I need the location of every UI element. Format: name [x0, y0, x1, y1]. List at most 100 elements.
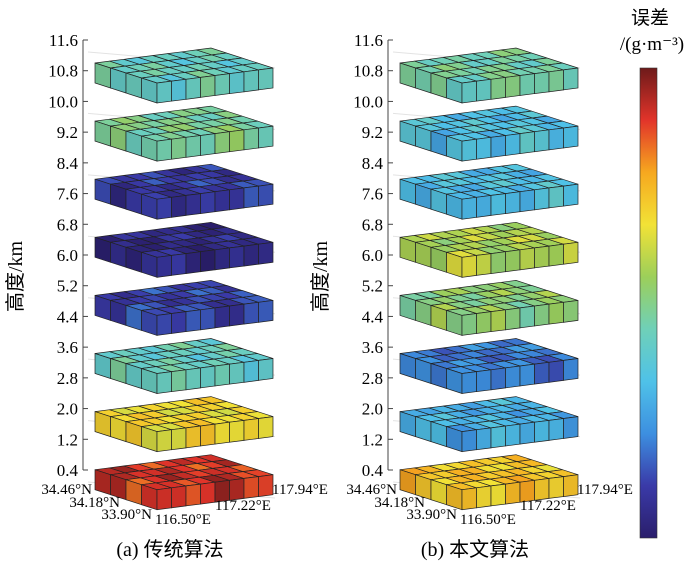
voxel-layer	[94, 396, 274, 453]
y-tick-label: 6.8	[57, 215, 78, 234]
voxel-side	[534, 71, 550, 94]
voxel-side	[548, 185, 564, 209]
voxel-side	[490, 483, 506, 507]
y-tick-label: 4.4	[57, 307, 79, 326]
y-tick-label: 0.4	[57, 461, 79, 480]
voxel-side	[229, 478, 245, 501]
voxel-side	[185, 193, 201, 216]
voxel-side	[505, 423, 521, 447]
lat-tick-label: 34.18°N	[69, 495, 120, 511]
colorbar-unit: /(g·m⁻³)	[620, 34, 684, 55]
voxel-side	[505, 307, 521, 331]
voxel-side	[490, 77, 506, 100]
voxel-side	[534, 129, 550, 153]
voxel-side	[534, 187, 550, 211]
voxel-side	[461, 313, 477, 336]
voxel-side	[258, 358, 274, 381]
voxel-layer	[399, 221, 579, 278]
y-axis-label: 高度/km	[309, 240, 332, 312]
y-tick-label: 3.6	[57, 338, 78, 357]
voxel-side	[243, 185, 259, 209]
voxel-side	[185, 425, 201, 449]
voxel-side	[185, 367, 201, 391]
voxel-side	[185, 251, 201, 274]
voxel-side	[476, 78, 492, 102]
y-tick-label: 11.6	[354, 31, 383, 50]
y-axis-label: 高度/km	[4, 240, 27, 312]
voxel-layer	[94, 163, 274, 220]
voxel-side	[200, 191, 216, 214]
voxel-side	[214, 305, 230, 329]
voxel-side	[548, 69, 564, 93]
lat-tick-label: 34.46°N	[41, 482, 92, 498]
voxel-side	[563, 183, 579, 207]
voxel-side	[490, 193, 506, 216]
y-tick-label: 8.4	[57, 154, 79, 173]
lon-tick-label: 117.94°E	[577, 482, 633, 498]
voxel-side	[461, 371, 477, 394]
voxel-side	[200, 481, 216, 505]
voxel-side	[548, 301, 564, 325]
voxel-layer	[94, 221, 274, 278]
voxel-layer	[94, 280, 274, 336]
y-tick-label: 0.4	[362, 461, 384, 480]
voxel-side	[171, 427, 187, 451]
y-tick-label: 5.2	[57, 277, 78, 296]
voxel-side	[519, 247, 535, 271]
voxel-side	[214, 131, 230, 154]
y-tick-label: 10.0	[48, 92, 78, 111]
voxel-side	[476, 427, 492, 451]
voxel-layer	[94, 105, 274, 162]
voxel-side	[243, 418, 259, 441]
voxel-side	[534, 478, 550, 501]
voxel-side	[243, 301, 259, 325]
y-tick-label: 7.6	[362, 185, 383, 204]
voxel-side	[461, 80, 477, 104]
voxel-side	[563, 300, 579, 323]
voxel-side	[476, 485, 492, 509]
voxel-side	[200, 365, 216, 389]
y-tick-label: 1.2	[362, 430, 383, 449]
voxel-side	[476, 136, 492, 160]
voxel-side	[461, 196, 477, 220]
voxel-layer	[399, 454, 579, 511]
panel-a: 11.6 10.8 10.0 9.2 8.4 7.6 6.8 6.0 5.2 4.4 3.6 2.8 2…	[4, 31, 328, 561]
voxel-layer	[94, 338, 274, 394]
lat-tick-label: 33.90°N	[406, 507, 457, 523]
y-tick-label: 6.0	[57, 246, 78, 265]
y-tick-label: 10.8	[353, 62, 383, 81]
y-tick-label: 4.4	[362, 307, 384, 326]
voxel-side	[156, 429, 172, 452]
voxel-side	[200, 75, 216, 98]
lon-tick-label: 116.50°E	[460, 512, 516, 528]
y-tick-label: 9.2	[57, 123, 78, 142]
voxel-side	[490, 135, 506, 158]
voxel-side	[214, 189, 230, 213]
voxel-side	[200, 423, 216, 447]
voxel-side	[156, 255, 172, 278]
lat-tick-label: 34.18°N	[374, 495, 425, 511]
voxel-side	[214, 363, 230, 387]
lat-tick-label: 34.46°N	[346, 482, 397, 498]
voxel-side	[243, 127, 259, 151]
voxel-side	[490, 251, 506, 274]
voxel-side	[519, 189, 535, 213]
voxel-side	[519, 305, 535, 329]
voxel-side	[519, 363, 535, 387]
voxel-side	[229, 71, 245, 94]
voxel-side	[505, 133, 521, 156]
voxel-side	[476, 195, 492, 218]
lon-tick-label: 117.22°E	[215, 498, 271, 514]
voxel-side	[461, 487, 477, 511]
voxel-side	[258, 125, 274, 149]
voxel-side	[548, 418, 564, 441]
voxel-side	[548, 360, 564, 383]
voxel-side	[534, 361, 550, 385]
voxel-side	[229, 129, 245, 153]
voxel-side	[243, 243, 259, 267]
colorbar-title: 误差	[631, 7, 669, 29]
voxel-side	[563, 358, 579, 381]
colorbar	[639, 67, 658, 539]
